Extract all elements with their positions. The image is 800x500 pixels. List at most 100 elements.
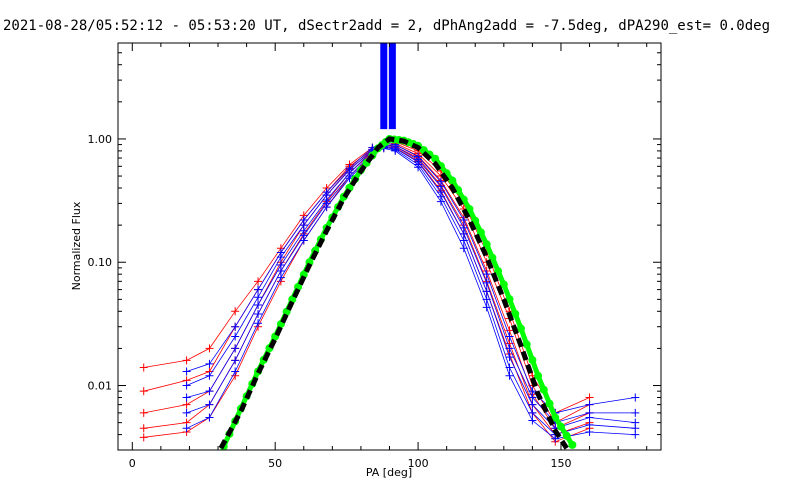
model-point-0-end xyxy=(568,440,577,449)
series-marker-1-4-3 xyxy=(254,319,263,328)
series-line-1-4 xyxy=(186,147,636,440)
series-marker-1-0-0 xyxy=(182,367,191,376)
plot-area xyxy=(139,43,640,450)
series-line-1-0 xyxy=(186,142,636,414)
model-point-0-19-0 xyxy=(534,371,543,380)
x-tick-label-1: 50 xyxy=(268,457,282,470)
y-tick-label-1: 0.10 xyxy=(88,256,113,269)
series-marker-1-1-14 xyxy=(482,278,491,287)
series-marker-1-0-14 xyxy=(482,270,491,279)
x-tick-label-3: 150 xyxy=(550,457,571,470)
x-tick-label-0: 0 xyxy=(129,457,136,470)
model-point-0-17-2 xyxy=(511,309,520,318)
model-point-0-13-0 xyxy=(431,154,440,163)
series-marker-1-3-4 xyxy=(276,266,285,275)
model-point-0-18-0 xyxy=(516,324,525,333)
series-marker-1-2-0 xyxy=(182,393,191,402)
series-marker-1-0-19 xyxy=(631,393,640,402)
series-line-0-4 xyxy=(143,147,590,443)
series-marker-1-0-1 xyxy=(205,359,214,368)
series-marker-1-4-6 xyxy=(322,203,331,212)
x-axis-label: PA [deg] xyxy=(366,466,412,479)
series-marker-1-4-12 xyxy=(436,197,445,206)
series-marker-1-4-16 xyxy=(528,416,537,425)
series-marker-1-0-2 xyxy=(231,322,240,331)
model-point-0-14-0 xyxy=(448,176,457,185)
series-marker-1-0-3 xyxy=(254,285,263,294)
series-marker-1-4-0 xyxy=(182,424,191,433)
series-marker-1-4-5 xyxy=(299,236,308,245)
series-marker-1-4-17 xyxy=(551,434,560,443)
series-marker-1-1-0 xyxy=(182,381,191,390)
series-line-1-1 xyxy=(186,144,636,424)
series-marker-1-2-2 xyxy=(231,344,240,353)
y-tick-label-0: 0.01 xyxy=(88,380,113,393)
series-marker-0-0-0 xyxy=(139,363,148,372)
series-marker-1-4-10 xyxy=(391,146,400,155)
series-marker-1-3-3 xyxy=(254,310,263,319)
series-marker-1-1-3 xyxy=(254,293,263,302)
model-point-0-16-0 xyxy=(482,240,491,249)
series-line-0-2 xyxy=(143,144,590,429)
series-marker-1-2-3 xyxy=(254,300,263,309)
series-marker-1-4-19 xyxy=(631,430,640,439)
series-marker-0-1-0 xyxy=(139,387,148,396)
series-line-0-1 xyxy=(143,142,590,424)
series-marker-1-2-15 xyxy=(505,353,514,362)
series-marker-1-2-13 xyxy=(459,229,468,238)
series-marker-0-0-3 xyxy=(231,307,240,316)
model-point-0-18-1 xyxy=(522,340,531,349)
model-point-0-17-1 xyxy=(505,295,514,304)
model-point-0-20-2 xyxy=(562,431,571,440)
model-point-0-20-0 xyxy=(551,413,560,422)
chart-title: 2021-08-28/05:52:12 - 05:53:20 UT, dSect… xyxy=(3,18,770,34)
series-marker-1-4-1 xyxy=(205,413,214,422)
y-tick-label-2: 1.00 xyxy=(88,133,113,146)
series-marker-1-3-1 xyxy=(205,400,214,409)
series-marker-1-2-16 xyxy=(528,400,537,409)
series-marker-1-4-2 xyxy=(231,367,240,376)
series-marker-1-0-18 xyxy=(585,400,594,409)
series-marker-0-4-0 xyxy=(139,433,148,442)
axes: 0 50 100 150 0.01 0.10 1.00 xyxy=(88,42,661,470)
series-line-0-0 xyxy=(143,141,590,414)
model-point-0-18-2 xyxy=(528,356,537,365)
series-marker-1-3-2 xyxy=(231,356,240,365)
series-line-1-3 xyxy=(186,146,636,436)
series-marker-1-3-13 xyxy=(459,236,468,245)
series-marker-1-2-18 xyxy=(585,413,594,422)
series-marker-1-1-4 xyxy=(276,253,285,262)
series-marker-1-3-0 xyxy=(182,408,191,417)
series-marker-0-0-4 xyxy=(254,277,263,286)
series-marker-1-3-16 xyxy=(528,408,537,417)
series-marker-1-1-19 xyxy=(631,408,640,417)
series-marker-0-2-0 xyxy=(139,408,148,417)
model-point-0-19-1 xyxy=(539,385,548,394)
y-axis-label: Normalized Flux xyxy=(70,201,83,290)
series-marker-0-0-19 xyxy=(585,393,594,402)
model-line-1 xyxy=(218,136,569,450)
series-marker-1-4-11 xyxy=(414,163,423,172)
series-marker-1-3-18 xyxy=(585,420,594,429)
series-marker-1-4-14 xyxy=(482,303,491,312)
model-point-0-17-0 xyxy=(499,280,508,289)
model-point-0-20-1 xyxy=(556,422,565,431)
series-marker-1-4-4 xyxy=(276,273,285,282)
series-marker-0-2-1 xyxy=(182,400,191,409)
series-marker-0-0-1 xyxy=(182,356,191,365)
series-marker-0-0-2 xyxy=(205,344,214,353)
model-point-0-16-2 xyxy=(494,267,503,276)
series-marker-1-2-1 xyxy=(205,387,214,396)
model-line-0 xyxy=(221,136,575,448)
series-marker-0-3-0 xyxy=(139,424,148,433)
series-marker-1-1-1 xyxy=(205,371,214,380)
series-marker-1-4-13 xyxy=(459,244,468,253)
series-marker-1-4-18 xyxy=(585,427,594,436)
series-marker-1-4-15 xyxy=(505,371,514,380)
series-marker-1-0-15 xyxy=(505,332,514,341)
series-line-1-2 xyxy=(186,145,636,429)
series-marker-1-0-13 xyxy=(459,216,468,225)
series-marker-1-1-16 xyxy=(528,393,537,402)
x-tick-label-2: 100 xyxy=(408,457,429,470)
